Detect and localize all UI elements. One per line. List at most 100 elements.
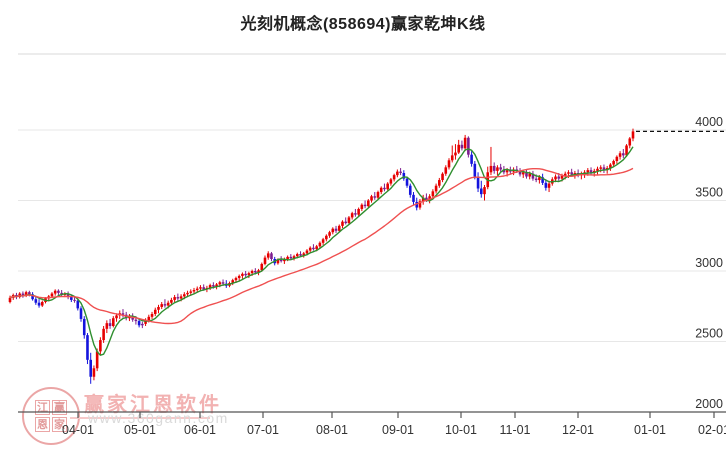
candle-body: [573, 173, 577, 175]
candle-body: [347, 217, 351, 224]
candle-body: [386, 183, 389, 190]
ma_long-line: [9, 167, 634, 325]
candle-body: [505, 170, 509, 173]
candle-body: [40, 302, 44, 306]
candle-body: [531, 173, 535, 179]
candle-body: [622, 153, 625, 156]
candle-body: [215, 284, 218, 287]
candle-body: [376, 192, 380, 198]
candle-body: [208, 285, 212, 288]
candle-body: [325, 235, 328, 240]
candle-body: [460, 144, 464, 149]
candle-body: [176, 297, 180, 299]
candle-body: [73, 299, 76, 301]
candle-body: [141, 323, 144, 326]
candle-body: [541, 177, 544, 183]
candle-body: [299, 254, 302, 256]
candle-body: [111, 318, 115, 326]
candle-body: [350, 213, 354, 218]
candle-body: [105, 323, 109, 329]
candle-body: [163, 304, 167, 306]
candle-body: [279, 259, 283, 262]
candle-body: [199, 287, 202, 289]
candle-body: [399, 171, 402, 174]
candle-body: [237, 275, 241, 279]
candle-body: [476, 176, 480, 189]
candle-body: [425, 197, 428, 200]
candle-body: [589, 170, 593, 174]
candle-body: [457, 144, 460, 153]
candle-body: [357, 208, 360, 215]
candle-body: [37, 302, 41, 306]
candle-body: [402, 173, 406, 179]
candle-body: [547, 183, 551, 188]
candle-body: [525, 172, 528, 177]
candle-body: [31, 294, 34, 300]
candle-body: [615, 156, 619, 162]
candle-body: [489, 165, 493, 173]
candle-body: [144, 320, 147, 324]
candle-body: [431, 191, 435, 197]
candle-body: [70, 297, 73, 300]
candle-body: [618, 153, 622, 157]
candle-body: [157, 306, 160, 310]
candle-body: [625, 145, 628, 156]
candle-body: [321, 239, 325, 243]
candle-body: [354, 213, 357, 215]
candle-body: [189, 291, 193, 293]
candle-body: [266, 253, 270, 258]
candle-body: [570, 172, 573, 175]
candle-body: [521, 172, 525, 175]
candle-body: [612, 161, 615, 165]
candle-body: [108, 323, 112, 326]
candle-body: [383, 187, 386, 190]
x-axis-label: 12-01: [562, 423, 594, 437]
candle-body: [312, 247, 315, 250]
candle-body: [95, 351, 99, 369]
candle-body: [92, 368, 96, 377]
candle-body: [496, 167, 499, 171]
candle-body: [292, 256, 296, 259]
page-title: 光刻机概念(858694)赢家乾坤K线: [240, 16, 486, 33]
candle-body: [467, 137, 470, 155]
watermark-logo-char: 江: [35, 400, 50, 415]
x-axis-label: 05-01: [124, 423, 156, 437]
candle-body: [560, 175, 564, 179]
candle-body: [389, 179, 393, 184]
x-axis-label: 08-01: [316, 423, 348, 437]
y-axis-label: 2000: [695, 397, 723, 411]
candle-body: [344, 221, 348, 224]
candle-body: [173, 297, 176, 300]
candle-body: [434, 185, 438, 192]
candle-body: [231, 280, 235, 283]
candle-body: [373, 196, 377, 198]
candle-body: [609, 164, 612, 169]
candle-body: [421, 197, 425, 202]
candle-body: [408, 185, 412, 195]
candle-body: [86, 335, 89, 360]
candle-body: [212, 285, 215, 287]
candle-body: [534, 178, 538, 181]
candle-body: [557, 176, 561, 179]
candle-body: [305, 250, 309, 254]
candle-body: [137, 321, 141, 326]
candle-body: [454, 152, 457, 156]
candle-body: [563, 173, 567, 176]
candle-body: [28, 292, 31, 295]
candle-body: [24, 292, 28, 296]
candle-body: [276, 259, 280, 264]
candle-body: [218, 282, 222, 285]
candle-body: [121, 313, 125, 315]
candle-body: [202, 287, 205, 290]
candle-body: [499, 167, 502, 170]
candle-body: [602, 167, 606, 171]
candle-body: [289, 256, 293, 259]
candle-body: [263, 257, 267, 264]
candle-body: [470, 154, 473, 164]
candle-body: [341, 221, 344, 226]
x-axis-label: 02-01: [698, 423, 726, 437]
candle-body: [160, 304, 164, 307]
candle-body: [447, 160, 451, 168]
candle-body: [438, 180, 441, 186]
